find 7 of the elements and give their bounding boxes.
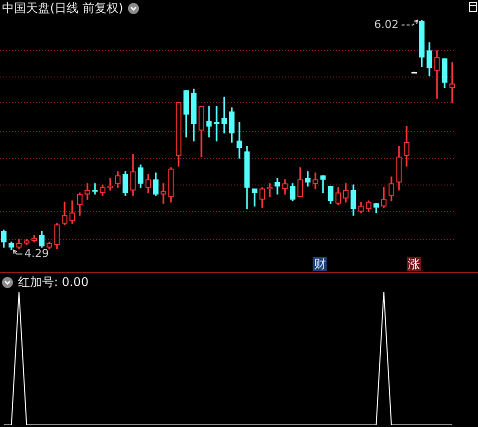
chart-title: 红加号: 0.00 (18, 275, 89, 289)
text: 财 (314, 257, 326, 272)
text: 涨 (408, 257, 420, 272)
annotation: 6.02 (374, 18, 399, 31)
annotation: 4.29 (24, 246, 49, 260)
chart-title: 中国天盘(日线 前复权) (2, 1, 124, 15)
candlestick (206, 106, 212, 138)
